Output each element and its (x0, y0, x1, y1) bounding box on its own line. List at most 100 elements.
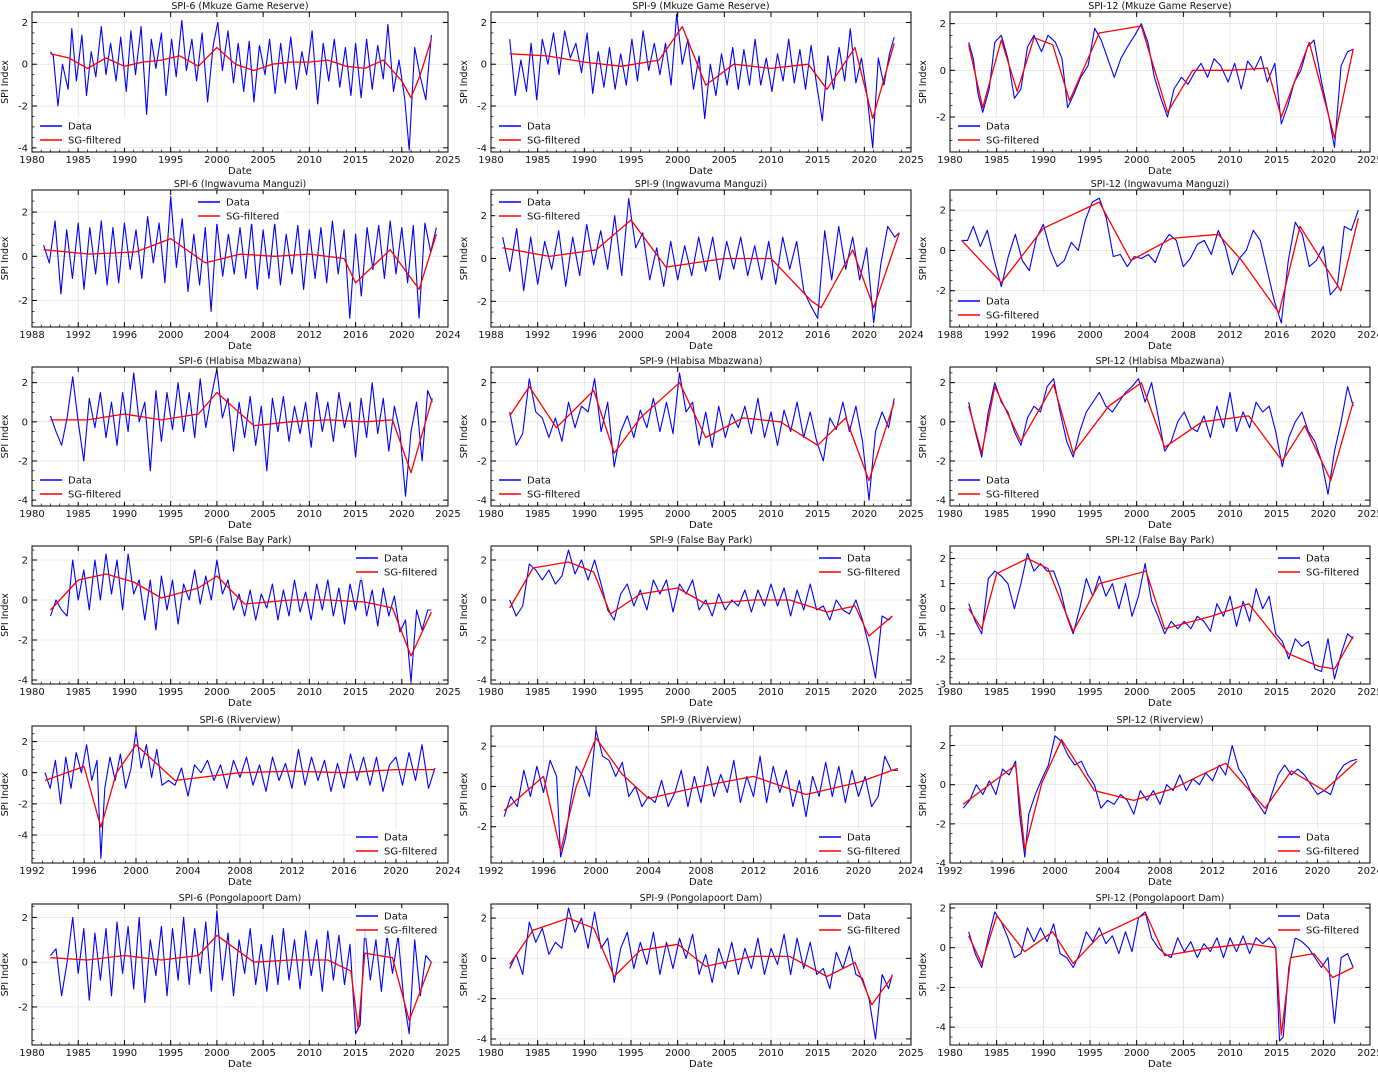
series-line-sg-filtered (44, 744, 435, 828)
y-axis-label: SPI Index (459, 772, 470, 816)
x-tick-label: 1992 (478, 866, 503, 877)
x-axis-label: Date (1148, 1059, 1172, 1070)
x-tick-label: 1995 (618, 155, 643, 166)
x-tick-label: 2005 (1171, 687, 1196, 698)
y-tick-label: 0 (481, 954, 487, 965)
series-line-sg-filtered (968, 913, 1354, 1036)
series-line-data (503, 729, 898, 858)
x-tick-label: 1990 (112, 687, 137, 698)
x-tick-label: 1995 (618, 687, 643, 698)
x-tick-label: 1985 (984, 687, 1009, 698)
axes-frame (31, 545, 449, 685)
subplot-11: 1980 1985 1990 1995 2000 2005 2010 2015 2020 2025… (459, 535, 924, 709)
y-axis-label: SPI Index (459, 593, 470, 637)
x-tick-label: 1995 (158, 1048, 183, 1059)
x-tick-label: 1992 (65, 330, 90, 341)
x-tick-label: 2004 (175, 866, 200, 877)
y-axis-label: SPI Index (459, 236, 470, 280)
series-line-data (49, 368, 433, 497)
series-line-sg-filtered (968, 25, 1354, 139)
subplot-title: SPI-9 (False Bay Park) (650, 535, 753, 546)
subplot-title: SPI-12 (Riverview) (1117, 715, 1204, 726)
x-axis-label: Date (689, 698, 713, 709)
legend-label: Data (68, 476, 92, 487)
x-axis-label: Date (689, 341, 713, 352)
legend: Data SG-filtered (1274, 908, 1366, 938)
x-tick-label: 2005 (1171, 1048, 1196, 1059)
x-tick-label: 2004 (204, 330, 229, 341)
x-tick-label: 2025 (898, 687, 923, 698)
x-tick-label: 2020 (389, 687, 414, 698)
x-tick-label: 1985 (65, 509, 90, 520)
x-tick-label: 2024 (435, 866, 460, 877)
x-axis-label: Date (689, 877, 713, 888)
x-tick-label: 2025 (435, 687, 460, 698)
series-line-data (968, 552, 1354, 680)
x-tick-label: 1990 (572, 1048, 597, 1059)
y-tick-label: 2 (481, 18, 487, 29)
y-tick-label: -2 (477, 456, 487, 467)
subplot-title: SPI-12 (Hlabisa Mbazwana) (1095, 356, 1224, 367)
x-tick-label: 2004 (636, 866, 661, 877)
x-tick-label: 2010 (297, 155, 322, 166)
series-line-sg-filtered (502, 219, 900, 309)
axes-frame (31, 11, 449, 153)
subplot-title: SPI-9 (Ingwavuma Manguzi) (635, 179, 767, 190)
x-tick-label: 2008 (250, 330, 275, 341)
y-tick-label: 0 (22, 768, 28, 779)
x-tick-label: 2000 (1042, 866, 1067, 877)
series-line-sg-filtered (509, 561, 893, 637)
x-tick-label: 1985 (65, 687, 90, 698)
legend-label: SG-filtered (384, 926, 437, 937)
legend: Data SG-filtered (352, 550, 444, 580)
subplot-13: 1992 1996 2000 2004 2008 2012 2016 2020 2024 -4 -2… (0, 715, 461, 888)
y-tick-label: 0 (940, 417, 946, 428)
x-axis-label: Date (1148, 698, 1172, 709)
x-tick-label: 2000 (583, 866, 608, 877)
y-tick-label: -2 (18, 296, 28, 307)
x-tick-label: 2015 (1264, 687, 1289, 698)
y-tick-label: -2 (18, 636, 28, 647)
y-tick-label: -4 (936, 496, 946, 507)
series-line-data (44, 730, 436, 859)
y-tick-label: 2 (481, 211, 487, 222)
x-tick-label: 2010 (297, 509, 322, 520)
y-tick-label: -4 (18, 676, 28, 687)
x-tick-label: 1985 (525, 1048, 550, 1059)
y-tick-label: -2 (477, 994, 487, 1005)
x-tick-label: 1995 (158, 687, 183, 698)
x-tick-label: 1990 (112, 509, 137, 520)
x-tick-label: 2008 (712, 330, 737, 341)
legend-box (1274, 908, 1366, 938)
legend-box (495, 118, 587, 148)
x-tick-label: 2025 (1357, 1048, 1378, 1059)
x-axis-label: Date (689, 166, 713, 177)
legend-label: Data (384, 554, 408, 565)
x-tick-label: 1992 (937, 866, 962, 877)
x-tick-label: 1980 (937, 1048, 962, 1059)
subplot-10: 1980 1985 1990 1995 2000 2005 2010 2015 2020 2025… (0, 535, 461, 709)
y-tick-label: -4 (936, 1023, 946, 1034)
legend-label: Data (847, 912, 871, 923)
y-tick-label: 2 (22, 556, 28, 567)
y-tick-label: 2 (22, 208, 28, 219)
y-tick-label: 2 (940, 903, 946, 914)
y-tick-label: -2 (936, 654, 946, 665)
legend-box (36, 472, 128, 502)
legend: Data SG-filtered (495, 472, 587, 502)
y-tick-label: 2 (940, 741, 946, 752)
x-tick-label: 1990 (1031, 155, 1056, 166)
x-axis-label: Date (1148, 877, 1172, 888)
y-tick-label: -2 (936, 113, 946, 124)
x-tick-label: 2000 (1124, 1048, 1149, 1059)
y-tick-label: 2 (481, 914, 487, 925)
axes-frame (31, 189, 449, 328)
legend-label: SG-filtered (68, 490, 121, 501)
legend: Data SG-filtered (495, 118, 587, 148)
y-tick-label: 2 (481, 742, 487, 753)
y-tick-label: 0 (940, 604, 946, 615)
y-tick-label: 2 (22, 737, 28, 748)
x-tick-label: 2020 (389, 509, 414, 520)
x-tick-label: 1990 (572, 509, 597, 520)
x-tick-label: 2016 (805, 330, 830, 341)
